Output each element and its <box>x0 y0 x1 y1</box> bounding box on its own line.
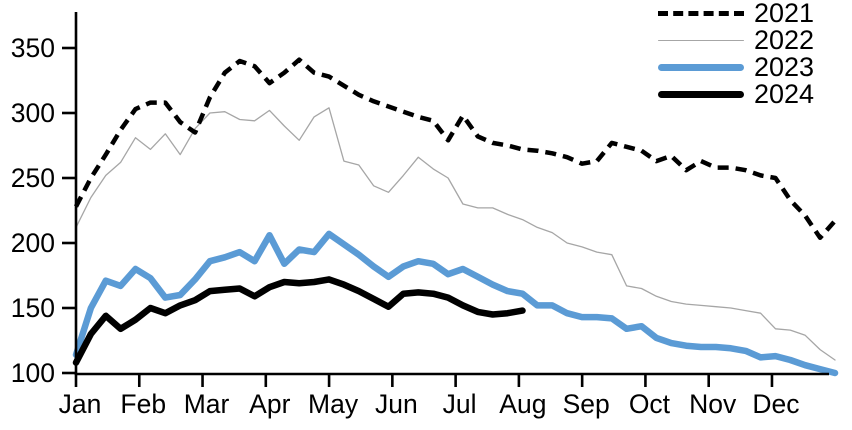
y-axis-label: 250 <box>11 163 55 193</box>
x-axis-label: Jul <box>443 389 477 419</box>
series-line-2022 <box>75 107 836 361</box>
series-line-2021 <box>74 57 837 241</box>
legend: 2021 2022 2023 2024 <box>658 0 814 108</box>
y-axis-label: 150 <box>11 293 55 323</box>
legend-label-2022: 2022 <box>754 25 815 55</box>
legend-line-sample-2024 <box>658 91 744 98</box>
x-axis-label: May <box>308 389 359 419</box>
x-axis-label: Aug <box>499 389 546 419</box>
x-axis-label: Feb <box>120 389 166 419</box>
legend-label-2021: 2021 <box>754 0 815 28</box>
x-axis-label: Nov <box>689 389 737 419</box>
series-line-2024 <box>72 276 526 366</box>
x-axis-label: Apr <box>249 389 290 419</box>
legend-line-sample-2023 <box>658 64 744 71</box>
x-axis-label: Mar <box>184 389 230 419</box>
x-axis-label: Jan <box>59 389 102 419</box>
legend-item-2024: 2024 <box>658 81 814 108</box>
legend-line-sample-2021 <box>658 11 744 16</box>
y-axis-label: 200 <box>11 228 55 258</box>
x-axis-label: Oct <box>629 389 671 419</box>
y-axis-label: 350 <box>11 33 55 63</box>
x-axis-label: Dec <box>752 389 799 419</box>
legend-line-sample-2022 <box>658 39 744 42</box>
series-line-2023 <box>72 230 839 377</box>
legend-item-2021: 2021 <box>658 0 814 27</box>
legend-item-2022: 2022 <box>658 27 814 54</box>
x-axis-label: Jun <box>375 389 418 419</box>
legend-item-2023: 2023 <box>658 54 814 81</box>
y-axis-label: 100 <box>11 358 55 388</box>
legend-label-2024: 2024 <box>754 79 815 109</box>
y-axis-label: 300 <box>11 98 55 128</box>
legend-label-2023: 2023 <box>754 52 815 82</box>
x-axis-label: Sep <box>563 389 610 419</box>
